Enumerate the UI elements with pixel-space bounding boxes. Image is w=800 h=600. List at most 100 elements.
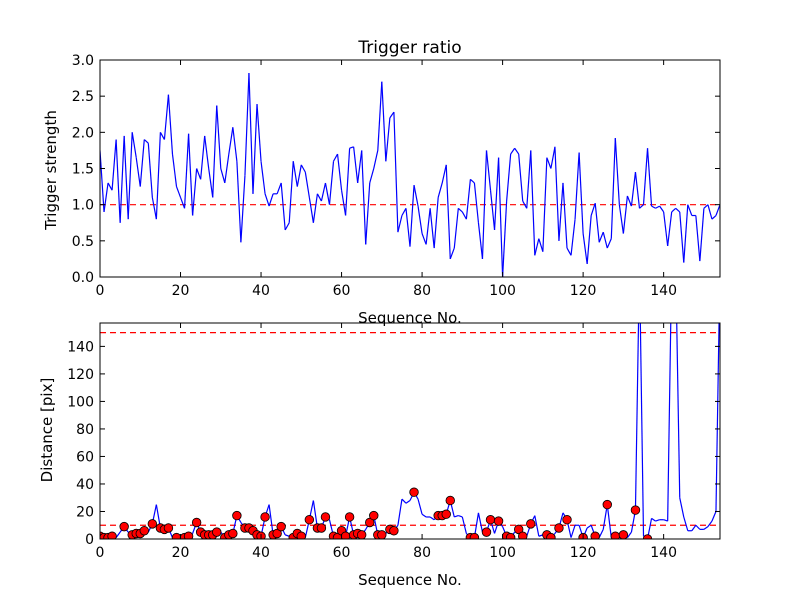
top-line-segment: [530, 150, 536, 256]
bottom-line-segment: [703, 526, 709, 530]
top-x-tick-label: 100: [489, 283, 516, 299]
bottom-data-point: [183, 531, 194, 539]
top-line-segment: [707, 204, 713, 220]
top-line-segment: [115, 139, 121, 223]
top-line-segment: [365, 182, 371, 245]
bottom-line-segment: [421, 513, 427, 518]
bottom-data-point: [232, 510, 242, 521]
bottom-x-tick-label: 80: [413, 545, 431, 561]
top-line-segment: [324, 182, 331, 205]
bottom-data-point: [445, 495, 455, 506]
top-line-segment: [405, 208, 411, 247]
top-line-segment: [244, 72, 250, 176]
top-line-segment: [336, 153, 343, 191]
top-line-segment: [340, 190, 347, 216]
top-line-segment: [260, 161, 266, 194]
bottom-plot-frame: [99, 322, 721, 540]
top-line-segment: [534, 238, 540, 256]
top-line-segment: [622, 195, 628, 234]
top-line-segment: [469, 178, 475, 184]
top-line-segment: [216, 105, 222, 169]
top-line-segment: [634, 172, 641, 209]
bottom-chart: Distance [pix] Sequence No. 0 20 40 60 80 100…: [38, 322, 721, 589]
top-line-segment: [183, 133, 190, 209]
top-line-segment: [602, 232, 608, 249]
top-x-tick-label: 20: [172, 283, 190, 299]
bottom-line-segment: [683, 516, 689, 531]
bottom-x-tick-label: 60: [333, 545, 351, 561]
bottom-data-point: [296, 531, 306, 539]
top-line-segment: [232, 127, 238, 162]
top-series-lines: [100, 72, 720, 277]
bottom-data-point: [369, 510, 379, 521]
bottom-line-segment: [458, 515, 463, 518]
top-line-segment: [711, 215, 717, 220]
top-line-segment: [385, 117, 391, 162]
top-line-segment: [171, 153, 178, 187]
bottom-data-point: [320, 512, 331, 522]
top-y-ticks: 0.0 0.5 1.0 1.5 2.0 2.5 3.0: [72, 53, 720, 286]
bottom-threshold-lines: [100, 332, 720, 526]
bottom-line-segment: [715, 323, 720, 512]
bottom-data-point: [514, 524, 524, 535]
top-line-segment: [667, 211, 673, 246]
top-line-segment: [489, 190, 496, 231]
bottom-data-point: [493, 516, 504, 526]
top-line-segment: [268, 193, 274, 207]
bottom-x-tick-label: 40: [252, 545, 270, 561]
top-line-segment: [675, 207, 681, 213]
top-y-tick-label: 0.5: [72, 234, 94, 250]
bottom-data-point: [344, 512, 355, 522]
bottom-line-segment: [570, 525, 576, 538]
top-line-segment: [663, 211, 669, 246]
top-line-segment: [453, 208, 459, 249]
bottom-chart-ylabel: Distance [pix]: [38, 378, 56, 483]
bottom-chart-xlabel: Sequence No.: [358, 571, 462, 589]
top-line-segment: [578, 152, 584, 234]
bottom-data-point: [260, 512, 270, 522]
top-x-tick-label: 60: [333, 283, 351, 299]
bottom-data-point: [212, 527, 222, 537]
bottom-y-tick-label: 20: [76, 504, 94, 520]
top-line-segment: [566, 247, 572, 256]
bottom-x-tick-label: 0: [96, 545, 105, 561]
top-line-segment: [147, 143, 153, 198]
top-line-segment: [550, 146, 556, 169]
bottom-data-point: [163, 523, 174, 533]
bottom-data-point: [276, 521, 286, 532]
top-line-segment: [187, 133, 194, 216]
bottom-x-tick-label: 20: [172, 545, 190, 561]
top-line-segment: [328, 161, 335, 205]
top-line-segment: [715, 204, 720, 216]
bottom-line-segment: [676, 323, 681, 498]
top-line-segment: [445, 164, 451, 259]
bottom-line-segment: [639, 323, 645, 537]
top-line-segment: [369, 168, 375, 184]
bottom-line-segment: [655, 519, 660, 522]
bottom-line-segment: [707, 520, 713, 527]
top-line-segment: [522, 200, 528, 209]
bottom-line-segment: [454, 515, 459, 518]
top-line-segment: [651, 205, 656, 209]
top-line-segment: [413, 185, 419, 207]
top-line-segment: [167, 94, 174, 155]
top-line-segment: [143, 139, 149, 144]
bottom-line-segment: [401, 498, 407, 504]
top-line-segment: [131, 132, 137, 158]
top-line-segment: [510, 147, 516, 155]
top-line-segment: [200, 135, 206, 180]
top-line-segment: [208, 168, 214, 198]
top-line-segment: [393, 112, 399, 233]
top-plot-frame: [99, 59, 721, 278]
bottom-y-ticks: 0 20 40 60 80 100 120 140: [67, 339, 720, 548]
bottom-line-segment: [285, 534, 290, 537]
top-line-segment: [679, 211, 685, 263]
bottom-x-tick-label: 100: [489, 545, 516, 561]
top-line-segment: [264, 193, 270, 207]
top-line-segment: [671, 207, 677, 213]
top-line-segment: [501, 201, 508, 277]
bottom-data-point: [389, 526, 399, 536]
bottom-data-point: [562, 515, 572, 525]
top-line-segment: [175, 186, 182, 198]
